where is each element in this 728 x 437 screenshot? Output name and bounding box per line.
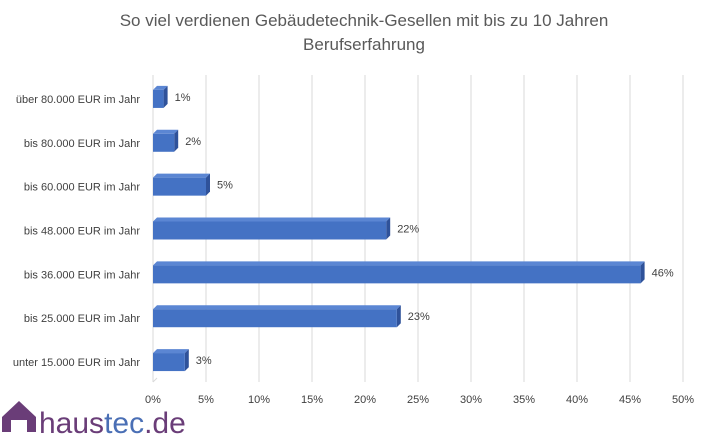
bar [153,173,210,196]
x-tick-label: 40% [566,394,588,406]
category-label: bis 25.000 EUR im Jahr [24,313,140,325]
category-label: über 80.000 EUR im Jahr [16,94,140,106]
chart-title: So viel verdienen Gebäudetechnik-Geselle… [120,11,609,54]
category-label: bis 48.000 EUR im Jahr [24,226,140,238]
bar-side [206,173,210,196]
chart-title-line-1: So viel verdienen Gebäudetechnik-Geselle… [120,11,609,30]
bar-side [386,217,391,240]
x-tick-label: 0% [145,394,161,406]
x-tick-label: 25% [407,394,429,406]
bar-front [153,133,175,152]
logo-text-haus: haus [39,407,104,437]
bar [153,217,391,240]
logo-text-domain: .de [144,407,186,437]
bar-top [153,173,210,178]
bar [153,129,179,152]
bar-front [153,353,185,372]
bar-side [174,129,179,152]
bar-top [153,261,645,266]
data-label: 1% [175,92,191,104]
haustec-logo: haustec.de [2,401,186,437]
category-label: bis 36.000 EUR im Jahr [24,269,140,281]
x-tick-label: 15% [301,394,323,406]
bar-side [396,305,401,328]
bar-top [153,349,189,354]
bar-front [153,309,397,328]
bar [153,261,645,284]
bar-side [640,261,645,284]
bar-front [153,221,387,240]
bar-top [153,305,401,310]
category-label: bis 80.000 EUR im Jahr [24,138,140,150]
data-label: 23% [408,311,430,323]
x-tick-label: 30% [460,394,482,406]
x-axis-ticks: 0% 5% 10% 15% 20% 25% 30% 35% 40% 45% 50% [145,394,694,406]
bar-top [153,85,168,90]
bars [153,85,645,372]
bar-top [153,129,179,134]
logo-text-tec: tec [104,407,144,437]
category-labels: über 80.000 EUR im Jahr bis 80.000 EUR im… [13,94,141,369]
bar-top [153,217,391,222]
chart-title-line-2: Berufserfahrung [303,35,425,54]
x-tick-label: 10% [248,394,270,406]
x-tick-label: 35% [513,394,535,406]
data-label: 2% [185,136,201,148]
bar-side [163,85,168,108]
data-label: 5% [217,180,233,192]
bar [153,305,401,328]
house-icon [2,401,36,432]
svg-text:haustec.de: haustec.de [39,407,186,437]
bar-front [153,177,206,196]
data-label: 22% [397,224,419,236]
bar-front [153,89,164,108]
x-tick-label: 20% [354,394,376,406]
bar-side [184,349,189,372]
data-label: 46% [652,267,674,279]
x-tick-label: 5% [198,394,214,406]
axis-depth-line [152,377,158,383]
category-label: bis 60.000 EUR im Jahr [24,182,140,194]
bar [153,85,168,108]
data-labels: 1% 2% 5% 22% 46% 23% 3% [175,92,674,367]
bar-front [153,265,641,284]
x-tick-label: 45% [619,394,641,406]
category-label: unter 15.000 EUR im Jahr [13,357,141,369]
bar [153,349,189,372]
x-tick-label: 50% [672,394,694,406]
data-label: 3% [196,355,212,367]
